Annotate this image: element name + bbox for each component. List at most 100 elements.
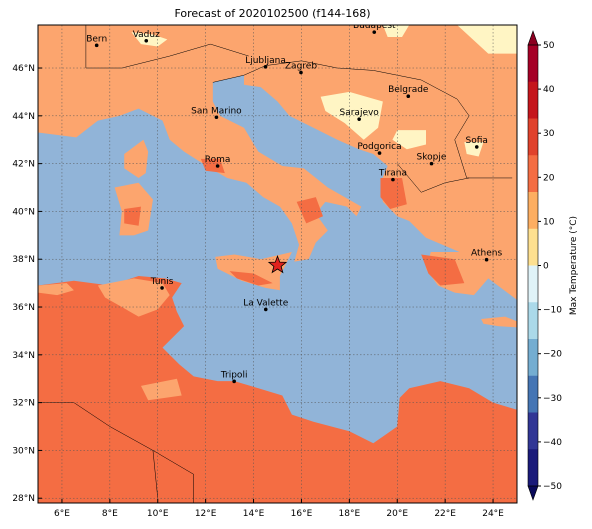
europe-mainland-shape [38, 25, 517, 300]
city-dot [144, 38, 149, 43]
y-tick-label: 38°N [12, 255, 35, 265]
libya-cool-shape [140, 378, 182, 401]
city-label: Ljubljana [245, 56, 286, 66]
colorbar-tick-label: 10 [543, 217, 555, 227]
colorbar-tick-label: −40 [543, 438, 562, 448]
y-tick-label: 28°N [12, 494, 35, 504]
corsica-shape [124, 139, 149, 178]
city-label: Budapest [353, 21, 396, 31]
x-tick-label: 22°E [434, 509, 456, 519]
colorbar-tick-label: 40 [543, 85, 555, 95]
colorbar-segment [528, 375, 538, 413]
city-label: Podgorica [357, 142, 401, 152]
x-tick-label: 16°E [291, 509, 313, 519]
city-dot [372, 30, 377, 34]
city-dot [263, 65, 268, 69]
city-dot [391, 177, 395, 182]
greece-warm-shape [421, 254, 465, 286]
x-tick-label: 20°E [386, 509, 408, 519]
colorbar-segment [528, 155, 538, 193]
colorbar-tick-label: −30 [543, 394, 562, 404]
colorbar-tick-label: 0 [543, 262, 549, 272]
colorbar-segment [528, 118, 538, 156]
city-label: Belgrade [388, 85, 429, 95]
y-tick-label: 36°N [12, 303, 35, 313]
colorbar-top-arrow [527, 30, 539, 46]
y-tick-label: 34°N [12, 351, 35, 361]
balkan-coast-warm-shape [380, 177, 407, 210]
serbia-cool-shape [392, 130, 426, 150]
city-dot [263, 307, 268, 312]
italy-warm-1-shape [200, 158, 225, 174]
colorbar-title: Max Temperature (°C) [569, 216, 579, 315]
colorbar-tick-label: −20 [543, 350, 562, 360]
city-dot [215, 164, 220, 168]
city-label: Skopje [417, 153, 447, 163]
city-label: Zagreb [285, 62, 317, 72]
colorbar-tick-label: 30 [543, 129, 555, 139]
city-label: Athens [471, 249, 502, 259]
bosnia-cool-shape [320, 91, 383, 140]
border-line [85, 25, 249, 69]
alps-warm-shape [131, 32, 168, 47]
colorbar-segment [528, 228, 538, 266]
y-tick-label: 30°N [12, 446, 35, 456]
sicily-warm-shape [229, 271, 273, 286]
y-tick-label: 40°N [12, 207, 35, 217]
city-dot [232, 379, 236, 384]
north-east-cool-shape [457, 25, 517, 54]
city-dot [160, 286, 164, 290]
graticule [38, 25, 517, 503]
colorbar-tick-label: −50 [543, 482, 562, 492]
y-tick-label: 42°N [12, 160, 35, 170]
border-line [152, 450, 194, 503]
x-tick-label: 18°E [339, 509, 361, 519]
border-line [38, 402, 158, 499]
colorbar-bottom-arrow [527, 485, 539, 501]
star-marker-layer [267, 255, 288, 274]
algeria-coast-cool-shape [38, 283, 74, 296]
colorbar-segment [528, 265, 538, 303]
city-label: Tirana [378, 169, 407, 179]
colorbar-segment [528, 302, 538, 340]
y-tick-label: 44°N [12, 112, 35, 122]
x-tick-label: 10°E [147, 509, 169, 519]
hungary-cool-shape [382, 25, 410, 37]
city-label: Tunis [150, 277, 174, 287]
city-dot [406, 94, 411, 99]
city-dot [299, 70, 303, 75]
city-label: Bern [86, 34, 107, 44]
x-tick-label: 24°E [482, 509, 504, 519]
y-tick-label: 46°N [12, 64, 35, 74]
city-dot [484, 257, 489, 262]
x-tick-label: 8°E [102, 509, 118, 519]
city-label: Vaduz [133, 30, 160, 40]
city-dot [474, 145, 479, 149]
colorbar-segment [528, 339, 538, 377]
city-label: Sarajevo [340, 108, 380, 118]
tunisia-cool-shape [97, 278, 170, 317]
colorbar-tick-label: 50 [543, 41, 555, 51]
sardinia-warm-shape [124, 206, 141, 226]
map-title: Forecast of 2020102500 (f144-168) [174, 7, 371, 20]
axis-ticks: 6°E 8°E 10°E 12°E 14°E 16°E 18°E 20°E 22°E 24°E 46… [12, 64, 504, 519]
border-line [397, 163, 470, 193]
map-frame [37, 24, 518, 504]
colorbar-segment [528, 412, 538, 450]
italy-warm-2-shape [296, 197, 324, 224]
city-label: Roma [205, 155, 231, 165]
colorbar-segment [528, 449, 538, 487]
colorbar-segment [528, 45, 538, 83]
city-dot [357, 117, 361, 121]
city-label: Sofia [466, 136, 488, 146]
x-tick-label: 14°E [243, 509, 265, 519]
colorbar-tick-label: 20 [543, 173, 555, 183]
colorbar-segment [528, 192, 538, 230]
colorbar: 50 40 30 20 10 0 −10 −20 −30 −40 −50 Max Temperatur… [527, 30, 579, 501]
y-tick-label: 32°N [12, 399, 35, 409]
city-label: San Marino [191, 106, 242, 116]
x-tick-label: 6°E [54, 509, 70, 519]
city-label: Tripoli [220, 370, 248, 380]
